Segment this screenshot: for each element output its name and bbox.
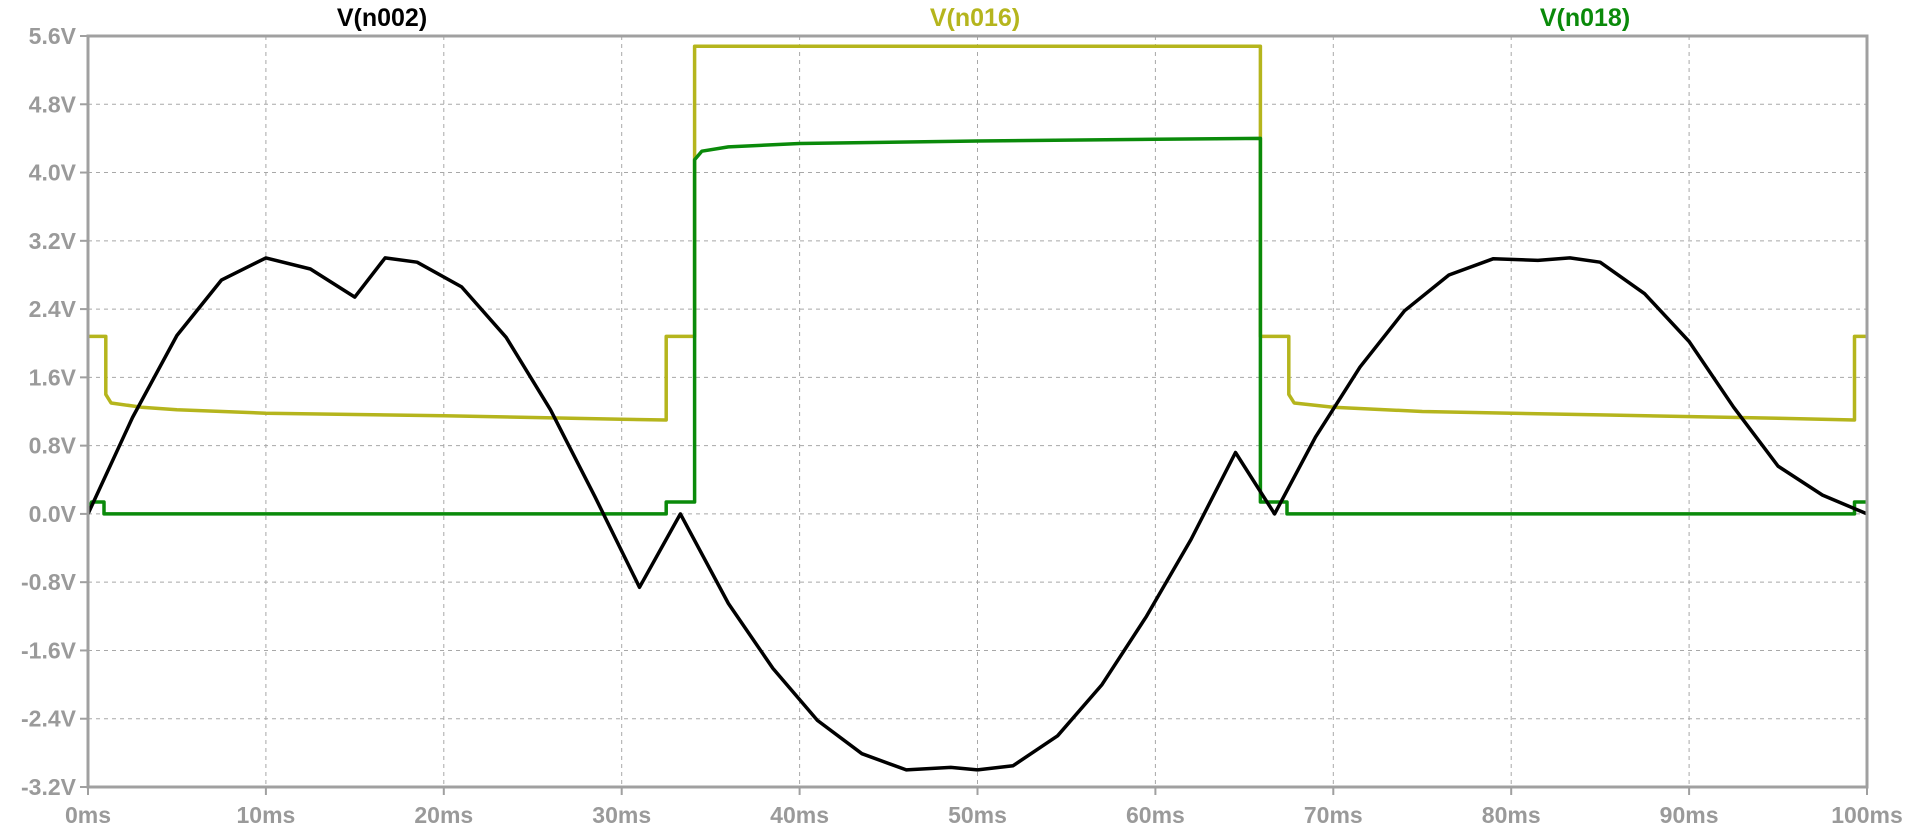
x-tick-label: 50ms	[948, 802, 1007, 828]
y-tick-label: 5.6V	[29, 23, 77, 49]
y-tick-label: -3.2V	[21, 774, 77, 800]
series-line-vn016	[88, 44, 1867, 422]
series-layer	[86, 44, 1868, 772]
x-tick-label: 60ms	[1126, 802, 1185, 828]
y-tick-label: 4.0V	[29, 160, 77, 186]
y-tick-label: 0.0V	[29, 501, 77, 527]
series-line-vn002	[86, 256, 1868, 772]
x-tick-label: 10ms	[236, 802, 295, 828]
x-tick-label: 30ms	[592, 802, 651, 828]
y-tick-label: -2.4V	[21, 706, 77, 732]
x-tick-label: 70ms	[1304, 802, 1363, 828]
grid	[88, 36, 1867, 787]
x-tick-label: 40ms	[770, 802, 829, 828]
series-line-vn018	[86, 136, 1867, 516]
y-tick-label: 2.4V	[29, 296, 77, 322]
y-tick-label: 4.8V	[29, 91, 77, 117]
x-tick-label: 20ms	[414, 802, 473, 828]
x-tick-label: 80ms	[1482, 802, 1541, 828]
y-axis: 5.6V 4.8V 4.0V 3.2V 2.4V 1.6V 0.8V 0.0V -0.8V -1.…	[21, 23, 88, 800]
x-tick-label: 90ms	[1660, 802, 1719, 828]
y-tick-label: -1.6V	[21, 637, 77, 663]
legend-entry[interactable]: V(n016)	[930, 4, 1020, 32]
y-tick-label: -0.8V	[21, 569, 77, 595]
x-tick-label: 0ms	[65, 802, 111, 828]
legend-entry[interactable]: V(n002)	[337, 4, 427, 32]
y-tick-label: 1.6V	[29, 364, 77, 390]
legend: V(n002) V(n016) V(n018)	[337, 4, 1630, 32]
y-tick-label: 0.8V	[29, 433, 77, 459]
y-tick-label: 3.2V	[29, 228, 77, 254]
x-axis: 0ms 10ms 20ms 30ms 40ms 50ms 60ms 70ms 80ms 90ms 1…	[65, 787, 1903, 828]
legend-entry[interactable]: V(n018)	[1540, 4, 1630, 32]
x-tick-label: 100ms	[1831, 802, 1903, 828]
